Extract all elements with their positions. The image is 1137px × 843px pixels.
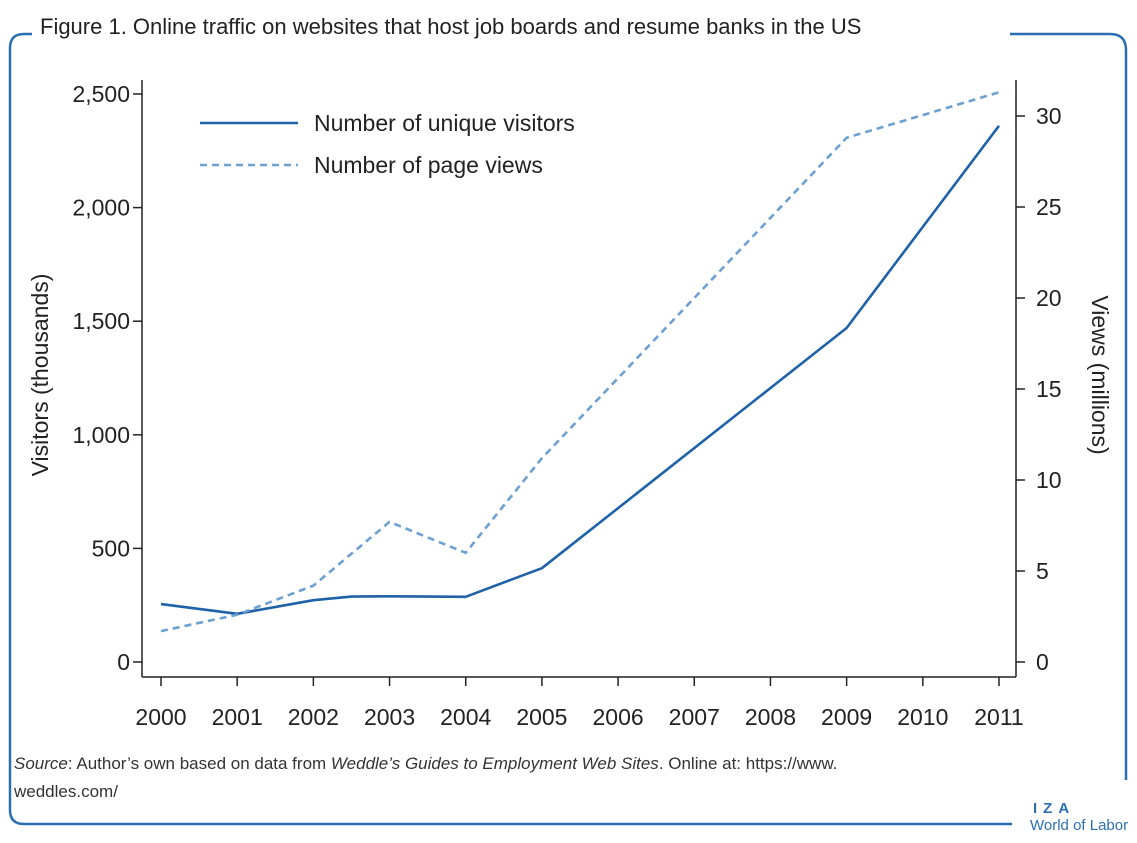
left-tick-label: 2,000 <box>72 195 130 221</box>
x-tick-label: 2006 <box>593 704 644 730</box>
source-text-2: . Online at: https://www. <box>658 754 838 773</box>
x-tick-label: 2010 <box>897 704 948 730</box>
source-label: Source <box>14 754 68 773</box>
series-layer <box>160 91 1001 633</box>
right-tick-label: 15 <box>1036 376 1062 402</box>
legend-label-unique-visitors: Number of unique visitors <box>314 110 575 136</box>
x-tick-label: 2002 <box>288 704 339 730</box>
legend-label-page-views: Number of page views <box>314 152 543 178</box>
legend: Number of unique visitors Number of page … <box>200 110 575 178</box>
x-tick-label: 2009 <box>821 704 872 730</box>
right-y-axis: 0 5 10 15 20 25 30 <box>1015 80 1062 677</box>
source-url-tail: weddles.com/ <box>14 782 118 801</box>
left-tick-label: 1,000 <box>72 422 130 448</box>
left-tick-label: 0 <box>117 649 130 675</box>
right-tick-label: 10 <box>1036 467 1062 493</box>
x-tick-label: 2007 <box>669 704 720 730</box>
left-tick-label: 1,500 <box>72 308 130 334</box>
logo-world-of-labor-text: World of Labor <box>1030 817 1129 834</box>
logo-iza-text: IZA <box>1033 800 1076 817</box>
frame-top-right-border <box>1010 32 1128 780</box>
x-tick-label: 2004 <box>440 704 491 730</box>
right-axis-title: Views (millions) <box>1087 295 1113 454</box>
right-tick-label: 0 <box>1036 649 1049 675</box>
series-line-page-views <box>160 91 1000 633</box>
right-tick-label: 30 <box>1036 103 1062 129</box>
left-tick-label: 500 <box>92 535 130 561</box>
x-tick-label: 2011 <box>974 704 1023 730</box>
source-note: Source: Author’s own based on data from … <box>14 750 1074 806</box>
x-tick-label: 2001 <box>212 704 263 730</box>
left-axis-title: Visitors (thousands) <box>27 274 53 477</box>
frame-left-bottom-border <box>8 32 1012 826</box>
series-line-unique-visitors <box>160 125 1001 616</box>
line-chart: 0 500 1,000 1,500 2,000 2,500 0 5 10 15 20 25 30 20… <box>27 80 1113 730</box>
x-axis: 2000 2001 2002 2003 2004 2005 2006 2007 2008 2009… <box>135 676 1024 730</box>
x-tick-label: 2003 <box>364 704 415 730</box>
right-tick-label: 5 <box>1036 558 1049 584</box>
x-tick-label: 2005 <box>516 704 567 730</box>
right-tick-label: 20 <box>1036 285 1062 311</box>
iza-logo: IZA World of Labor <box>1030 801 1128 835</box>
left-tick-label: 2,500 <box>72 81 130 107</box>
right-tick-label: 25 <box>1036 194 1062 220</box>
left-y-axis: 0 500 1,000 1,500 2,000 2,500 <box>72 80 143 677</box>
source-text-1: : Author’s own based on data from <box>67 754 331 773</box>
figure-title: Figure 1. Online traffic on websites tha… <box>36 14 866 40</box>
source-title: Weddle’s Guides to Employment Web Sites <box>330 754 659 773</box>
x-tick-label: 2000 <box>135 704 186 730</box>
x-tick-label: 2008 <box>745 704 796 730</box>
